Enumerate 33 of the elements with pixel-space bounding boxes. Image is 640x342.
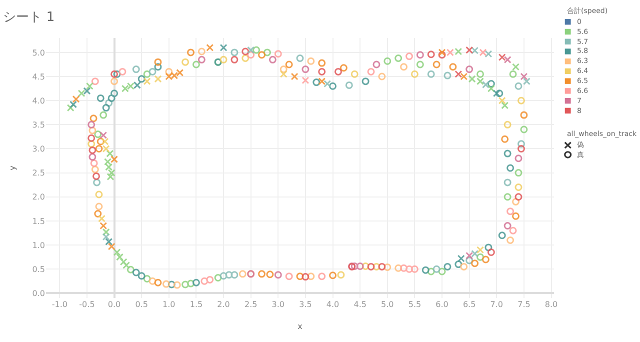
x-tick-label: -1.0 — [52, 300, 68, 309]
x-tick-label: 4.0 — [326, 300, 340, 309]
x-tick-label: 2.5 — [244, 300, 258, 309]
x-tick-label: -0.5 — [79, 300, 95, 309]
x-tick-label: 6.5 — [462, 300, 476, 309]
x-tick-label: 7.0 — [490, 300, 504, 309]
x-tick-label: 4.5 — [354, 300, 366, 309]
x-tick-label: 1.5 — [190, 300, 203, 309]
x-tick-label: 8.0 — [544, 300, 558, 309]
x-tick-label: 3.0 — [272, 300, 285, 309]
y-axis-title: y — [8, 165, 17, 170]
y-tick-label: 4.0 — [32, 96, 45, 106]
y-tick-label: 0.0 — [32, 288, 45, 298]
x-tick-label: 6.0 — [436, 300, 448, 309]
x-axis-title: x — [298, 322, 303, 332]
x-tick-label: 0.5 — [135, 300, 148, 309]
y-tick-label: 2.0 — [32, 192, 45, 202]
x-tick-label: 5.0 — [381, 300, 394, 309]
y-tick-label: 0.5 — [32, 264, 45, 274]
x-tick-label: 0.0 — [108, 300, 121, 309]
y-tick-label: 5.0 — [32, 48, 45, 58]
x-tick-label: 2.0 — [217, 300, 230, 309]
y-tick-label: 2.5 — [32, 168, 45, 178]
x-tick-label: 7.5 — [518, 300, 530, 309]
x-tick-label: 3.5 — [299, 300, 312, 309]
x-tick-label: 5.5 — [408, 300, 422, 309]
x-tick-label: 1.0 — [162, 300, 176, 309]
y-tick-label: 3.5 — [32, 120, 45, 130]
chart-title: シート 1 — [3, 10, 55, 26]
y-tick-label: 3.0 — [32, 144, 45, 154]
y-tick-label: 4.5 — [32, 72, 45, 82]
y-tick-label: 1.5 — [32, 216, 45, 226]
y-tick-label: 1.0 — [32, 240, 45, 250]
